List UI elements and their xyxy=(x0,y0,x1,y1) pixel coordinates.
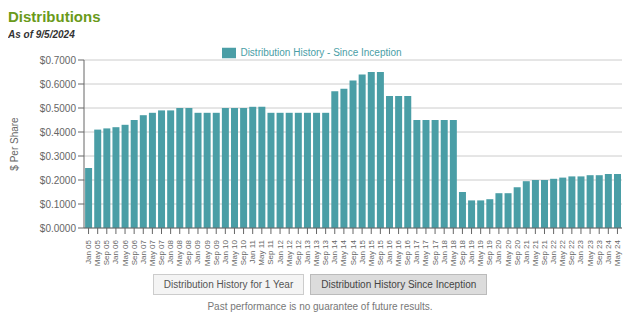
svg-text:$0.7000: $0.7000 xyxy=(40,55,77,66)
svg-text:Sep 14: Sep 14 xyxy=(349,239,358,265)
svg-text:$ Per Share: $ Per Share xyxy=(9,117,20,171)
svg-text:May 11: May 11 xyxy=(257,239,266,265)
svg-text:May 10: May 10 xyxy=(230,239,239,266)
svg-text:Jan 18: Jan 18 xyxy=(440,239,449,264)
svg-text:May 07: May 07 xyxy=(148,239,157,266)
svg-text:Sep 11: Sep 11 xyxy=(266,239,275,264)
svg-text:Jan 11: Jan 11 xyxy=(248,239,257,263)
html-text:Distribution History - Since I: Distribution History - Since Inception xyxy=(240,46,402,58)
svg-text:Sep 13: Sep 13 xyxy=(321,239,330,265)
html-text:Distribution History for 1 Yea: Distribution History for 1 Year xyxy=(163,279,294,290)
svg-text:Jan 21: Jan 21 xyxy=(522,239,531,264)
svg-text:Jan 12: Jan 12 xyxy=(276,239,285,264)
svg-text:Jan 24: Jan 24 xyxy=(604,239,613,264)
svg-text:May 21: May 21 xyxy=(531,239,540,266)
svg-text:May 09: May 09 xyxy=(203,239,212,266)
svg-text:May 16: May 16 xyxy=(394,239,403,266)
svg-text:Jan 15: Jan 15 xyxy=(358,239,367,264)
svg-text:May 12: May 12 xyxy=(285,239,294,266)
svg-text:Sep 06: Sep 06 xyxy=(130,239,139,265)
svg-text:May 05: May 05 xyxy=(93,239,102,266)
svg-text:May 17: May 17 xyxy=(421,239,430,266)
svg-text:Jan 23: Jan 23 xyxy=(576,239,585,264)
svg-text:Jan 13: Jan 13 xyxy=(303,239,312,264)
svg-text:$0.5000: $0.5000 xyxy=(40,103,77,114)
svg-text:Sep 10: Sep 10 xyxy=(239,239,248,265)
svg-text:$0.2000: $0.2000 xyxy=(40,175,77,186)
svg-text:May 13: May 13 xyxy=(312,239,321,266)
html-text:Past performance is no guarant: Past performance is no guarantee of futu… xyxy=(207,301,433,312)
svg-text:May 22: May 22 xyxy=(558,239,567,266)
svg-text:Sep 07: Sep 07 xyxy=(157,239,166,265)
html-text:As of 9/5/2024: As of 9/5/2024 xyxy=(8,29,75,40)
svg-text:Sep 20: Sep 20 xyxy=(513,239,522,265)
svg-text:May 23: May 23 xyxy=(586,239,595,266)
svg-text:Sep 09: Sep 09 xyxy=(212,239,221,265)
svg-text:Jan 14: Jan 14 xyxy=(330,239,339,264)
html-text:Distribution History Since Inc: Distribution History Since Inception xyxy=(321,279,477,290)
svg-text:$0.0000: $0.0000 xyxy=(40,223,77,234)
svg-text:Jan 10: Jan 10 xyxy=(221,239,230,264)
svg-text:Sep 23: Sep 23 xyxy=(595,239,604,265)
svg-text:Jan 06: Jan 06 xyxy=(111,239,120,264)
svg-text:Sep 18: Sep 18 xyxy=(458,239,467,265)
svg-text:$0.3000: $0.3000 xyxy=(40,151,77,162)
svg-text:May 20: May 20 xyxy=(504,239,513,266)
svg-text:Sep 19: Sep 19 xyxy=(485,239,494,265)
svg-text:May 18: May 18 xyxy=(449,239,458,266)
svg-text:May 15: May 15 xyxy=(367,239,376,266)
svg-text:Jan 16: Jan 16 xyxy=(385,239,394,264)
svg-text:May 14: May 14 xyxy=(339,239,348,266)
svg-text:May 24: May 24 xyxy=(613,239,622,266)
svg-text:Sep 05: Sep 05 xyxy=(102,239,111,265)
svg-text:Jan 08: Jan 08 xyxy=(166,239,175,264)
svg-text:$0.1000: $0.1000 xyxy=(40,199,77,210)
svg-text:Jan 09: Jan 09 xyxy=(193,239,202,264)
svg-text:Sep 21: Sep 21 xyxy=(540,239,549,265)
svg-text:Jan 22: Jan 22 xyxy=(549,239,558,264)
svg-text:$0.6000: $0.6000 xyxy=(40,79,77,90)
svg-text:Sep 16: Sep 16 xyxy=(403,239,412,265)
svg-text:Jan 20: Jan 20 xyxy=(494,239,503,264)
svg-text:Jan 05: Jan 05 xyxy=(84,239,93,264)
svg-text:$0.4000: $0.4000 xyxy=(40,127,77,138)
svg-text:May 06: May 06 xyxy=(121,239,130,266)
svg-text:Sep 17: Sep 17 xyxy=(431,239,440,265)
svg-text:Jan 19: Jan 19 xyxy=(467,239,476,264)
svg-text:Jan 17: Jan 17 xyxy=(412,239,421,264)
svg-text:Sep 12: Sep 12 xyxy=(294,239,303,265)
svg-text:Sep 22: Sep 22 xyxy=(567,239,576,265)
svg-text:Sep 08: Sep 08 xyxy=(184,239,193,265)
svg-text:Sep 15: Sep 15 xyxy=(376,239,385,265)
svg-text:Jan 07: Jan 07 xyxy=(139,239,148,264)
svg-text:May 08: May 08 xyxy=(175,239,184,266)
svg-text:May 19: May 19 xyxy=(476,239,485,266)
html-text:Distributions: Distributions xyxy=(8,8,101,25)
